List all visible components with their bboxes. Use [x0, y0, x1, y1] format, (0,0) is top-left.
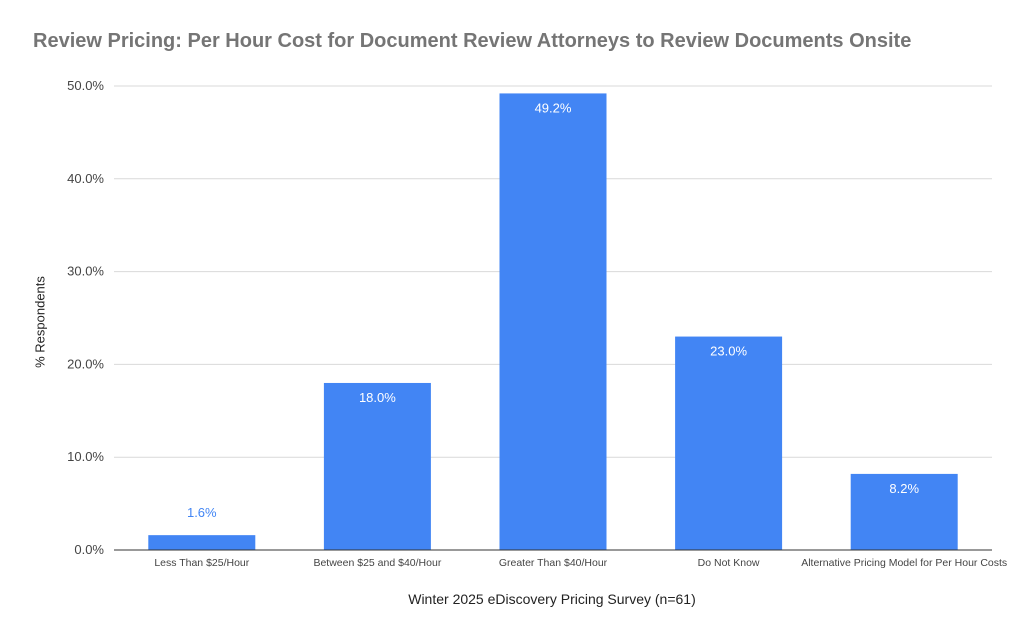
bar [148, 535, 256, 550]
y-tick-label: 30.0% [67, 264, 104, 279]
data-label: 23.0% [710, 344, 747, 359]
y-tick-label: 10.0% [67, 449, 104, 464]
x-tick-label: Less Than $25/Hour [154, 557, 249, 569]
bar [850, 473, 958, 550]
x-tick-label: Greater Than $40/Hour [499, 557, 608, 569]
x-tick-label: Alternative Pricing Model for Per Hour C… [801, 557, 1007, 569]
data-label: 49.2% [535, 100, 572, 115]
data-label: 8.2% [889, 481, 919, 496]
y-tick-label: 20.0% [67, 356, 104, 371]
bar [675, 336, 783, 550]
chart-title: Review Pricing: Per Hour Cost for Docume… [33, 30, 912, 52]
y-tick-label: 50.0% [67, 78, 104, 93]
data-label: 18.0% [359, 390, 396, 405]
x-tick-label: Do Not Know [698, 557, 760, 569]
data-label: 1.6% [187, 505, 217, 520]
bar [499, 93, 607, 550]
y-tick-label: 40.0% [67, 171, 104, 186]
x-axis-title: Winter 2025 eDiscovery Pricing Survey (n… [408, 591, 696, 607]
y-axis-title: % Respondents [32, 276, 48, 368]
x-tick-label: Between $25 and $40/Hour [313, 557, 441, 569]
y-tick-label: 0.0% [74, 542, 104, 557]
bar [323, 382, 431, 550]
